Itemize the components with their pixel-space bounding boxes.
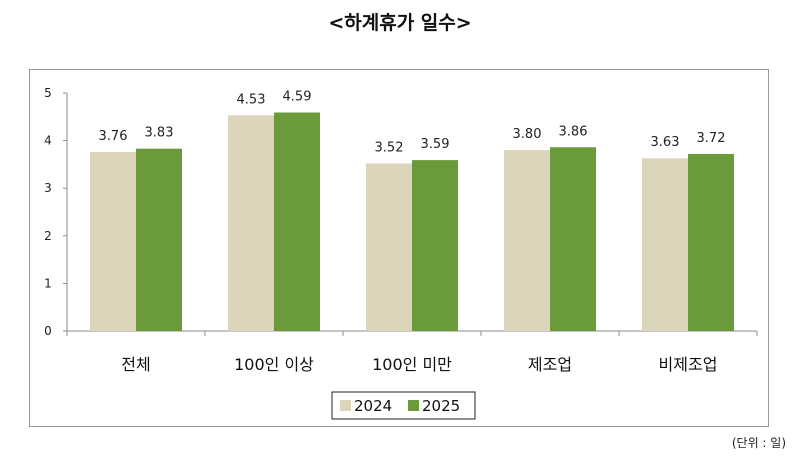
bar-2024 bbox=[642, 158, 688, 331]
x-category-label: 전체 bbox=[121, 355, 150, 374]
bar-2025 bbox=[274, 112, 320, 332]
data-label: 3.83 bbox=[145, 126, 174, 141]
y-tick-label: 1 bbox=[44, 276, 52, 290]
legend-label-2024: 2024 bbox=[354, 397, 392, 415]
data-label: 3.52 bbox=[375, 140, 404, 155]
bar-2025 bbox=[136, 148, 182, 331]
data-label: 3.72 bbox=[697, 131, 726, 146]
data-label: 3.59 bbox=[421, 137, 450, 152]
y-tick-label: 3 bbox=[44, 181, 52, 195]
y-tick-label: 5 bbox=[44, 86, 52, 100]
legend-box bbox=[331, 391, 476, 420]
x-category-label: 100인 이상 bbox=[234, 355, 314, 374]
y-tick-label: 0 bbox=[44, 324, 52, 338]
chart-frame bbox=[29, 69, 769, 427]
bar-2024 bbox=[90, 152, 136, 331]
bar-2024 bbox=[228, 115, 274, 331]
data-label: 3.80 bbox=[513, 127, 542, 142]
y-tick-label: 4 bbox=[44, 134, 52, 148]
data-label: 4.59 bbox=[283, 90, 312, 105]
bar-2024 bbox=[504, 150, 550, 331]
unit-note: (단위 : 일) bbox=[731, 436, 786, 450]
bar-2025 bbox=[550, 147, 596, 331]
bar-2025 bbox=[688, 153, 734, 331]
bars bbox=[90, 112, 734, 332]
x-category-label: 100인 미만 bbox=[372, 355, 452, 374]
bar-2024 bbox=[366, 163, 412, 331]
chart-title: <하계휴가 일수> bbox=[328, 12, 472, 34]
legend-swatch-2025 bbox=[408, 400, 419, 411]
bar-2025 bbox=[412, 160, 458, 331]
legend-swatch-2024 bbox=[340, 400, 351, 411]
x-category-label: 제조업 bbox=[528, 355, 572, 374]
data-label: 4.53 bbox=[237, 92, 266, 107]
legend: 2024 2025 bbox=[331, 391, 476, 420]
data-labels: 3.76 3.83 4.53 4.59 3.52 3.59 3.80 3.86 3.63 3.72 bbox=[99, 90, 726, 156]
x-category-label: 비제조업 bbox=[659, 355, 718, 374]
data-label: 3.63 bbox=[651, 135, 680, 150]
y-tick-label: 2 bbox=[44, 229, 52, 243]
legend-label-2025: 2025 bbox=[422, 397, 460, 415]
data-label: 3.86 bbox=[559, 124, 588, 139]
data-label: 3.76 bbox=[99, 129, 128, 144]
